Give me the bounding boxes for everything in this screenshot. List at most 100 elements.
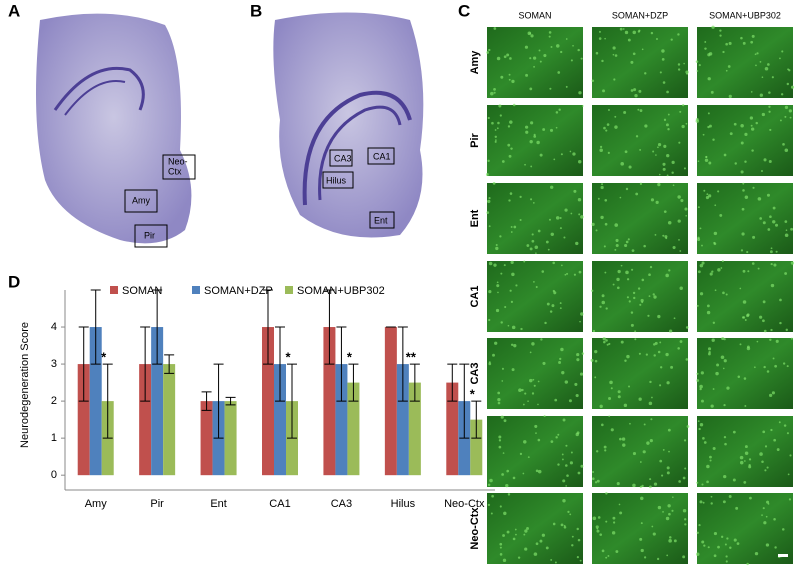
error-bar [275,326,285,402]
cell-dot [513,225,517,229]
cell-dot [494,341,498,345]
cell-dot [698,523,701,527]
error-bar [287,363,297,439]
error-bar [459,363,470,439]
cell-dot [580,215,584,219]
cell-dot [534,424,538,428]
cell-dot [592,516,597,521]
cell-dot [706,304,710,308]
region-box [329,149,353,167]
cell-dot [750,91,753,93]
cell-dot [697,420,700,423]
cell-dot [557,433,560,436]
cell-dot [625,240,629,244]
cell-dot [595,229,598,232]
cell-dot [755,121,758,125]
cell-dot [652,293,655,296]
cell-dot [643,556,647,559]
cell-dot [649,485,652,489]
cell-dot [619,27,623,31]
cell-dot [581,352,585,355]
cell-dot [498,445,502,449]
cell-dot [742,189,745,192]
cell-dot [494,129,497,131]
bar [163,364,176,476]
cell-dot [619,437,622,441]
cell-dot [517,556,521,559]
cell-dot [537,403,539,406]
cell-dot [577,197,582,202]
cell-dot [611,531,616,535]
bar [139,364,152,476]
cell-dot [639,537,643,541]
cell-dot [648,295,651,298]
cell-dot [577,471,581,475]
cell-dot [604,271,607,274]
cell-dot [702,501,705,504]
cell-dot [650,198,655,202]
cell-dot [740,249,744,252]
cell-dot [630,60,634,64]
cell-dot [668,269,671,272]
cell-dot [729,132,733,136]
cell-dot [769,215,772,219]
cell-dot [698,64,701,67]
cell-dot [550,440,554,443]
cell-dot [696,70,699,72]
cell-dot [756,340,759,343]
cell-dot [751,262,755,265]
cell-dot [732,430,736,434]
cell-dot [502,534,505,537]
region-box [367,147,395,165]
cell-dot [652,532,656,536]
cell-dot [487,483,491,487]
cell-dot [610,428,614,432]
cell-dot [686,72,689,75]
cell-dot [724,442,727,446]
cell-dot [529,139,533,144]
cell-dot [662,162,666,166]
cell-dot [677,68,681,71]
cell-dot [626,296,629,299]
cell-dot [756,52,759,55]
cell-dot [784,233,789,238]
region-box [162,154,196,180]
cell-dot [773,438,777,442]
cell-dot [595,525,599,529]
cell-dot [707,546,710,549]
bar [224,401,237,476]
cell-dot [511,368,515,372]
cell-dot [621,437,626,441]
row-label: CA1 [469,285,481,307]
cell-dot [724,543,727,546]
cell-dot [490,91,494,96]
cell-dot [698,427,701,431]
cell-dot [740,123,744,128]
cell-dot [696,379,700,382]
cell-dot [529,351,532,354]
cell-dot [743,481,747,484]
cell-dot [695,119,700,123]
cell-dot [639,182,643,185]
cell-dot [719,213,723,217]
cell-dot [761,514,763,516]
cell-dot [766,466,769,469]
cell-dot [622,443,626,447]
cell-dot [506,530,510,534]
cell-dot [619,511,623,515]
cell-dot [518,388,522,392]
cell-dot [770,247,773,250]
cell-dot [697,160,700,163]
cell-dot [510,226,513,228]
cell-dot [744,460,746,462]
cell-dot [604,198,608,202]
cell-dot [488,362,492,366]
cell-dot [784,148,789,153]
cell-dot [605,492,608,495]
cell-dot [679,110,682,113]
cell-dot [580,464,584,468]
cell-dot [535,542,539,546]
cell-dot [639,148,642,151]
cell-dot [598,37,602,40]
column-header: SOMAN [518,10,551,20]
